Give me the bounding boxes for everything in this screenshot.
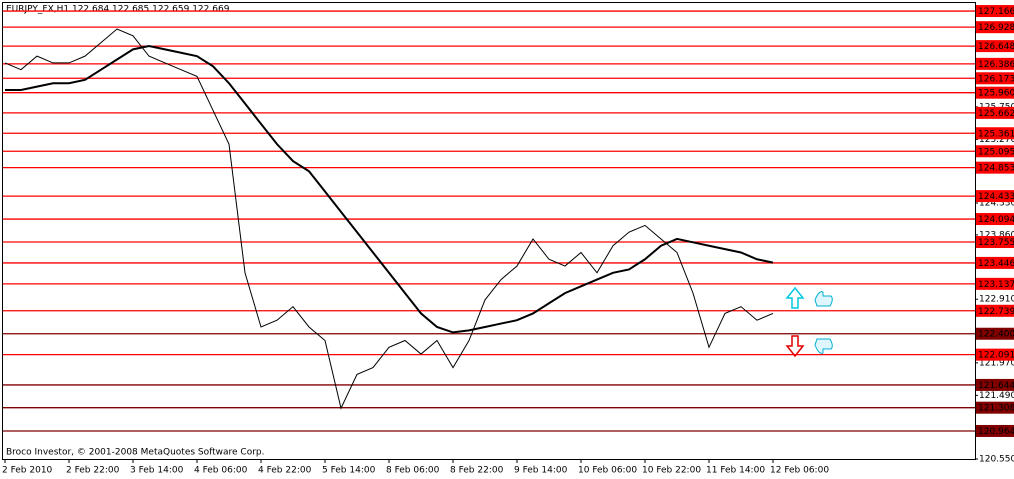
level-label: 120.964: [978, 427, 1014, 437]
chart-title: EURJPY_FX,H1 122.684 122.685 122.659 122…: [6, 5, 230, 15]
level-label: 124.094: [978, 215, 1014, 225]
level-label: 123.755: [978, 238, 1014, 248]
level-label: 122.739: [978, 307, 1014, 317]
level-box: [976, 235, 1014, 248]
level-box: [976, 40, 1014, 53]
level-box: [976, 348, 1014, 361]
y-tick-label: 120.550: [979, 455, 1014, 465]
x-tick-label: 4 Feb 22:00: [258, 466, 312, 476]
x-tick-label: 12 Feb 06:00: [770, 466, 829, 476]
x-tick-label: 3 Feb 14:00: [130, 466, 184, 476]
level-box: [976, 401, 1014, 414]
level-label: 126.648: [978, 42, 1014, 52]
level-label: 127.166: [978, 7, 1014, 17]
x-tick-label: 8 Feb 06:00: [386, 466, 440, 476]
level-box: [976, 304, 1014, 317]
level-label: 125.095: [978, 147, 1014, 157]
level-label: 125.960: [978, 89, 1014, 99]
x-tick-label: 8 Feb 22:00: [450, 466, 504, 476]
level-box: [976, 256, 1014, 269]
level-box: [976, 327, 1014, 340]
level-box: [976, 72, 1014, 85]
level-label: 122.091: [978, 351, 1014, 361]
x-tick-label: 11 Feb 14:00: [706, 466, 765, 476]
thumb-down: [814, 338, 833, 354]
level-box: [976, 106, 1014, 119]
thumb-up: [814, 291, 833, 307]
level-box: [976, 161, 1014, 174]
level-label: 124.853: [978, 164, 1014, 174]
level-box: [976, 213, 1014, 226]
level-box: [976, 145, 1014, 158]
signal-icons: [785, 286, 833, 358]
y-tick-label: 121.970: [979, 358, 1014, 368]
x-tick-label: 5 Feb 14:00: [322, 466, 376, 476]
plot-frame: [2, 2, 976, 460]
y-tick-label: 123.860: [979, 230, 1014, 240]
x-tick-label: 4 Feb 06:00: [194, 466, 248, 476]
level-label: 125.361: [978, 129, 1014, 139]
level-label: 126.928: [978, 23, 1014, 33]
level-label: 123.137: [978, 280, 1014, 290]
up-arrow: [785, 286, 805, 309]
level-label: 121.644: [978, 381, 1014, 391]
x-tick-label: 2 Feb 2010: [2, 466, 53, 476]
level-label: 122.400: [978, 330, 1014, 340]
x-tick-label: 10 Feb 06:00: [578, 466, 637, 476]
level-label: 124.433: [978, 192, 1014, 202]
level-box: [976, 57, 1014, 70]
price-line: [4, 28, 774, 410]
x-tick-label: 2 Feb 22:00: [66, 466, 120, 476]
level-box: [976, 127, 1014, 140]
x-tick-label: 10 Feb 22:00: [642, 466, 701, 476]
level-box: [976, 21, 1014, 34]
down-arrow: [785, 335, 805, 358]
y-tick-label: 122.910: [979, 295, 1014, 305]
y-tick-label: 124.330: [979, 199, 1014, 209]
level-box: [976, 378, 1014, 391]
level-label: 126.386: [978, 60, 1014, 70]
level-label: 121.308: [978, 404, 1014, 414]
level-box: [976, 5, 1014, 18]
y-tick-label: 125.270: [979, 135, 1014, 145]
level-box: [976, 424, 1014, 437]
level-box: [976, 277, 1014, 290]
level-label: 123.446: [978, 259, 1014, 269]
y-tick-label: 121.490: [979, 391, 1014, 401]
moving-average: [5, 44, 774, 334]
level-label: 125.662: [978, 109, 1014, 119]
level-label: 126.173: [978, 74, 1014, 84]
x-tick-label: 9 Feb 14:00: [514, 466, 568, 476]
level-box: [976, 190, 1014, 203]
level-box: [976, 86, 1014, 99]
footer: Broco Investor, © 2001-2008 MetaQuotes S…: [6, 448, 265, 458]
